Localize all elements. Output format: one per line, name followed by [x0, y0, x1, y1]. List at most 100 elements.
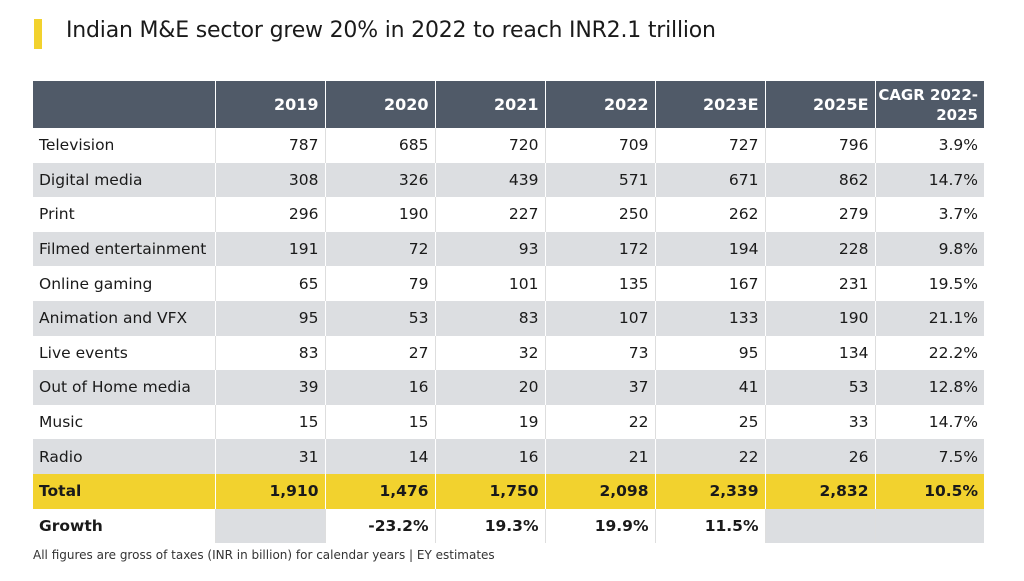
header-2019: 2019	[214, 81, 325, 128]
cell-2023e: 11.5%	[654, 508, 765, 544]
cell-2023e: 194	[654, 231, 765, 267]
page-title: Indian M&E sector grew 20% in 2022 to re…	[66, 18, 716, 43]
cell-2023e: 167	[654, 266, 765, 301]
cell-2025e: 53	[764, 370, 875, 405]
cell-2019: 31	[214, 439, 325, 474]
cell-2023e: 2,339	[654, 473, 765, 509]
cell-2019: 39	[214, 370, 325, 405]
table-row: Live events 83 27 32 73 95 134 22.2%	[33, 335, 984, 371]
cell-2020: 1,476	[324, 473, 435, 509]
cell-2021: 20	[434, 370, 545, 405]
cell-2023e: 671	[654, 162, 765, 198]
cell-2022: 172	[544, 231, 655, 267]
cell-2022: 37	[544, 370, 655, 405]
cell-2022: 135	[544, 266, 655, 301]
header-2022: 2022	[544, 81, 655, 128]
table-row: Radio 31 14 16 21 22 26 7.5%	[33, 439, 984, 474]
cell-cagr-2022-2025: 3.7%	[874, 197, 984, 232]
cell-2023e: 95	[654, 335, 765, 371]
cell-cagr-2022-2025: 7.5%	[874, 439, 984, 474]
row-label: Animation and VFX	[33, 300, 215, 336]
cell-2023e: 133	[654, 300, 765, 336]
cell-2019: 1,910	[214, 473, 325, 509]
title-accent-bar	[34, 19, 42, 49]
cell-cagr-2022-2025: 21.1%	[874, 300, 984, 336]
cell-2020: 685	[324, 128, 435, 163]
cell-2020: 53	[324, 300, 435, 336]
cell-2023e: 25	[654, 404, 765, 440]
cell-2021: 16	[434, 439, 545, 474]
cell-2025e: 228	[764, 231, 875, 267]
row-label: Online gaming	[33, 266, 215, 301]
cell-2022: 73	[544, 335, 655, 371]
cell-2023e: 22	[654, 439, 765, 474]
header-2025e: 2025E	[764, 81, 875, 128]
cell-2021: 19	[434, 404, 545, 440]
row-label: Growth	[33, 508, 215, 544]
cell-2019: 95	[214, 300, 325, 336]
cell-2020: 79	[324, 266, 435, 301]
cell-2020: 27	[324, 335, 435, 371]
growth-row: Growth -23.2% 19.3% 19.9% 11.5%	[33, 508, 984, 544]
cell-2022: 2,098	[544, 473, 655, 509]
table-row: Out of Home media 39 16 20 37 41 53 12.8%	[33, 370, 984, 405]
cell-2019: 65	[214, 266, 325, 301]
cell-2025e: 26	[764, 439, 875, 474]
cell-cagr-2022-2025: 10.5%	[874, 473, 984, 509]
row-label: Total	[33, 473, 215, 509]
cell-2020: 72	[324, 231, 435, 267]
cell-2022: 250	[544, 197, 655, 232]
header-2020: 2020	[324, 81, 435, 128]
row-label: Music	[33, 404, 215, 440]
header-blank	[33, 81, 215, 128]
cell-2021: 32	[434, 335, 545, 371]
table-body: Television 787 685 720 709 727 796 3.9% Digital …	[33, 128, 984, 544]
row-label: Print	[33, 197, 215, 232]
cell-cagr-2022-2025: 12.8%	[874, 370, 984, 405]
row-label: Radio	[33, 439, 215, 474]
cell-2019: 83	[214, 335, 325, 371]
cell-2025e: 796	[764, 128, 875, 163]
cell-2021: 101	[434, 266, 545, 301]
cell-cagr-2022-2025	[874, 508, 984, 544]
table-row: Online gaming 65 79 101 135 167 231 19.5%	[33, 266, 984, 301]
cell-cagr-2022-2025: 19.5%	[874, 266, 984, 301]
cell-cagr-2022-2025: 9.8%	[874, 231, 984, 267]
cell-2020: 16	[324, 370, 435, 405]
footnote: All figures are gross of taxes (INR in b…	[33, 548, 495, 562]
cell-cagr-2022-2025: 14.7%	[874, 404, 984, 440]
cell-2021: 720	[434, 128, 545, 163]
cell-2025e: 231	[764, 266, 875, 301]
cell-2021: 439	[434, 162, 545, 198]
cell-2025e: 134	[764, 335, 875, 371]
row-label: Live events	[33, 335, 215, 371]
header-cagr-line-1: CAGR 2022-	[878, 85, 978, 104]
cell-2019: 308	[214, 162, 325, 198]
cell-2025e: 190	[764, 300, 875, 336]
cell-2020: 190	[324, 197, 435, 232]
cell-2019	[214, 508, 325, 544]
table-row: Print 296 190 227 250 262 279 3.7%	[33, 197, 984, 232]
row-label: Out of Home media	[33, 370, 215, 405]
cell-2023e: 262	[654, 197, 765, 232]
row-label: Filmed entertainment	[33, 231, 215, 267]
total-row: Total 1,910 1,476 1,750 2,098 2,339 2,832 10.5%	[33, 473, 984, 509]
header-2021: 2021	[434, 81, 545, 128]
cell-2019: 787	[214, 128, 325, 163]
cell-2019: 15	[214, 404, 325, 440]
table-row: Filmed entertainment 191 72 93 172 194 228 9.8%	[33, 231, 984, 267]
cell-2022: 21	[544, 439, 655, 474]
cell-2021: 83	[434, 300, 545, 336]
cell-2021: 1,750	[434, 473, 545, 509]
cell-cagr-2022-2025: 22.2%	[874, 335, 984, 371]
cell-cagr-2022-2025: 3.9%	[874, 128, 984, 163]
table-row: Digital media 308 326 439 571 671 862 14.7%	[33, 162, 984, 198]
row-label: Digital media	[33, 162, 215, 198]
cell-2020: 15	[324, 404, 435, 440]
cell-2025e: 2,832	[764, 473, 875, 509]
cell-2021: 227	[434, 197, 545, 232]
cell-2023e: 727	[654, 128, 765, 163]
cell-2022: 571	[544, 162, 655, 198]
cell-2022: 22	[544, 404, 655, 440]
table-row: Animation and VFX 95 53 83 107 133 190 21.1%	[33, 300, 984, 336]
